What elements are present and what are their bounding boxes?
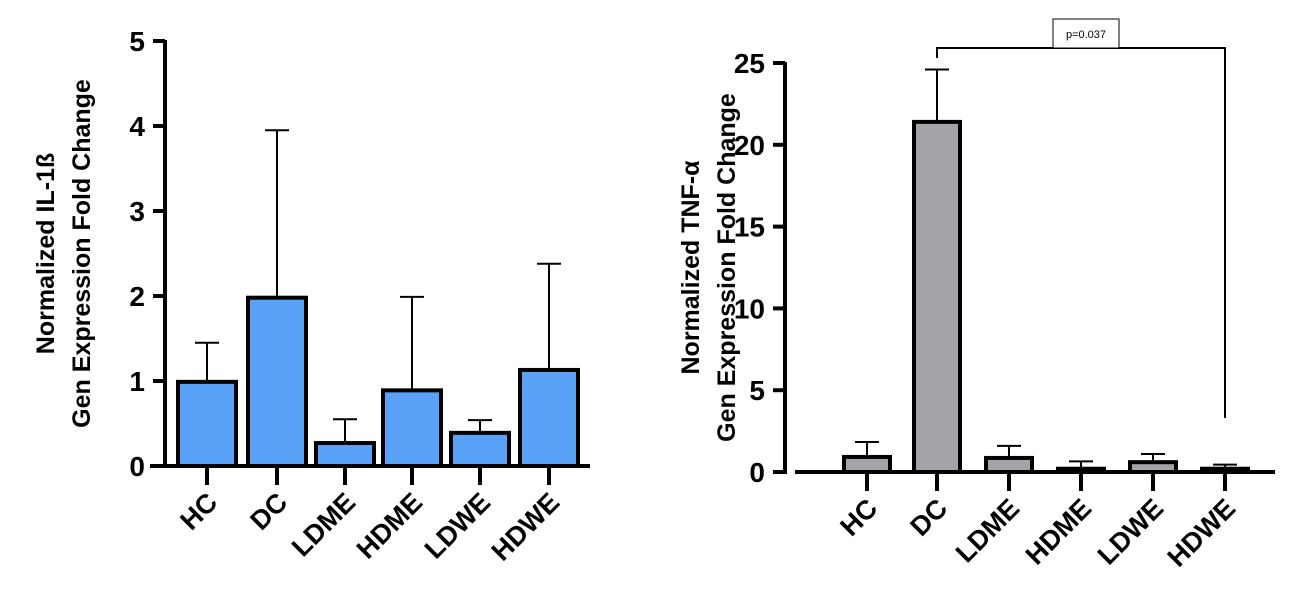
x-tick-label: HDME bbox=[1020, 493, 1097, 570]
y-axis-label-line1: Normalized TNF-α bbox=[677, 160, 705, 375]
y-tick-label: 4 bbox=[129, 111, 145, 142]
x-tick-label: HDWE bbox=[486, 487, 566, 567]
y-tick-label: 0 bbox=[129, 451, 145, 482]
y-tick-label: 10 bbox=[734, 293, 765, 324]
bar bbox=[449, 430, 511, 469]
bar bbox=[984, 455, 1034, 474]
x-tick-label: HC bbox=[174, 487, 223, 536]
bar bbox=[518, 367, 580, 469]
y-tick-label: 25 bbox=[734, 48, 765, 79]
significance-bracket bbox=[936, 47, 1226, 418]
y-axis-label-line2: Gen Expression Fold Change bbox=[713, 93, 741, 442]
bar bbox=[176, 379, 238, 469]
x-tick-label: DC bbox=[904, 493, 953, 542]
y-tick-label: 1 bbox=[129, 366, 145, 397]
y-tick-label: 2 bbox=[129, 281, 145, 312]
x-tick-label: LDME bbox=[950, 493, 1025, 568]
x-tick-label: HDWE bbox=[1162, 493, 1242, 573]
y-axis-label-line1: Normalized IL-1ß bbox=[32, 153, 60, 354]
y-axis-label-line2: Gen Expression Fold Change bbox=[68, 79, 96, 428]
bar bbox=[314, 441, 376, 468]
x-tick-label: HDME bbox=[351, 487, 428, 564]
x-tick-label: HC bbox=[834, 493, 883, 542]
y-tick-label: 3 bbox=[129, 196, 145, 227]
bar bbox=[381, 388, 443, 469]
x-tick-label: DC bbox=[244, 487, 293, 536]
y-tick-label: 5 bbox=[129, 26, 145, 57]
p-value-box bbox=[1052, 18, 1120, 49]
x-tick-label: LDWE bbox=[419, 487, 496, 564]
bar bbox=[912, 119, 962, 475]
p-value-label: p=0.037 bbox=[1066, 29, 1106, 41]
y-tick-label: 5 bbox=[749, 375, 765, 406]
x-tick-label: LDWE bbox=[1092, 493, 1169, 570]
x-tick-label: LDME bbox=[286, 487, 361, 562]
bar bbox=[246, 295, 308, 469]
y-tick-label: 15 bbox=[734, 212, 765, 243]
y-tick-label: 0 bbox=[749, 457, 765, 488]
y-tick-label: 20 bbox=[734, 130, 765, 161]
bar bbox=[842, 454, 892, 474]
